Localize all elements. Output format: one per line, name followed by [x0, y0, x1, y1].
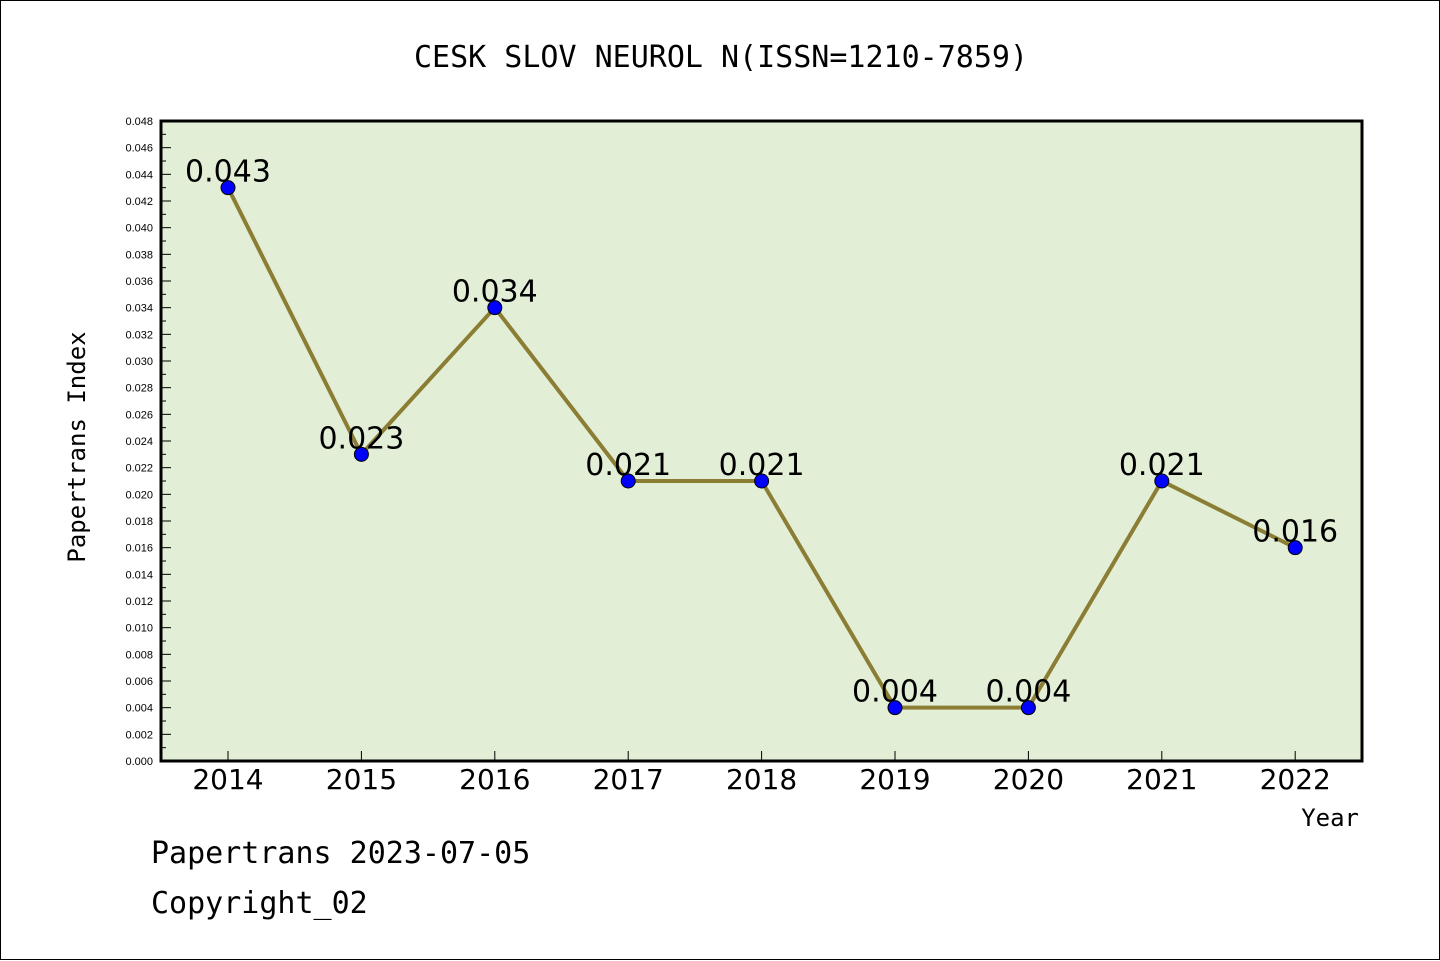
- y-tick-label: 0.024: [125, 436, 153, 448]
- data-point: [620, 473, 636, 489]
- footer-date: Papertrans 2023-07-05: [151, 836, 531, 871]
- data-point: [754, 473, 770, 489]
- x-tick-label: 2018: [726, 763, 797, 796]
- data-label: 0.004: [852, 675, 938, 710]
- data-point: [487, 300, 503, 316]
- x-tick-label: 2017: [593, 763, 664, 796]
- x-tick-label: 2016: [459, 763, 530, 796]
- x-tick-label: 2020: [993, 763, 1064, 796]
- y-tick-label: 0.000: [125, 756, 153, 768]
- y-tick-label: 0.040: [125, 223, 153, 235]
- x-tick-label: 2019: [859, 763, 930, 796]
- chart-title: CESK SLOV NEUROL N(ISSN=1210-7859): [414, 40, 1028, 75]
- data-label-group: 0.043 0.023 0.034 0.021 0.021 0.004 0.004 0.021…: [185, 155, 1338, 710]
- data-label: 0.016: [1252, 515, 1338, 550]
- y-tick-label: 0.008: [125, 649, 153, 661]
- y-tick-label: 0.044: [125, 169, 153, 181]
- data-point: [887, 700, 903, 716]
- plot-area: [161, 121, 1362, 761]
- y-axis: 0.000 0.002 0.004 0.006 0.008 0.010 0.012 0.014…: [125, 116, 171, 768]
- data-point: [220, 180, 236, 196]
- y-axis-label: Papertrans Index: [63, 331, 91, 562]
- data-point: [1287, 540, 1303, 556]
- y-tick-label: 0.004: [125, 703, 153, 715]
- y-tick-label: 0.012: [125, 596, 153, 608]
- data-point: [353, 446, 369, 462]
- y-tick-label: 0.032: [125, 329, 153, 341]
- y-tick-label: 0.028: [125, 383, 153, 395]
- y-tick-label: 0.010: [125, 623, 153, 635]
- data-label: 0.021: [719, 448, 805, 483]
- footer-copyright: Copyright_02: [151, 886, 368, 921]
- y-tick-label: 0.038: [125, 249, 153, 261]
- data-point: [1154, 473, 1170, 489]
- data-point: [1020, 700, 1036, 716]
- y-tick-label: 0.036: [125, 276, 153, 288]
- y-tick-label: 0.002: [125, 729, 153, 741]
- y-tick-label: 0.034: [125, 303, 153, 315]
- x-tick-label: 2014: [192, 763, 263, 796]
- y-tick-label: 0.018: [125, 516, 153, 528]
- data-label: 0.004: [985, 675, 1071, 710]
- data-label: 0.021: [585, 448, 671, 483]
- x-axis-label: Year: [1301, 804, 1359, 832]
- y-tick-label: 0.016: [125, 543, 153, 555]
- marker-group: [220, 180, 1303, 716]
- y-tick-label: 0.046: [125, 143, 153, 155]
- x-tick-label: 2015: [326, 763, 397, 796]
- x-tick-label: 2021: [1126, 763, 1197, 796]
- data-label: 0.034: [452, 275, 538, 310]
- y-tick-label: 0.006: [125, 676, 153, 688]
- data-label: 0.043: [185, 155, 271, 190]
- y-tick-label: 0.020: [125, 489, 153, 501]
- y-tick-label: 0.048: [125, 116, 153, 128]
- y-tick-label: 0.030: [125, 356, 153, 368]
- y-tick-label: 0.026: [125, 409, 153, 421]
- plot-border: [159, 119, 1364, 763]
- y-tick-label: 0.014: [125, 569, 153, 581]
- y-tick-label: 0.042: [125, 196, 153, 208]
- x-axis: 2014 2015 2016 2017 2018 2019 2020 2021 2022: [192, 751, 1331, 796]
- y-tick-label: 0.022: [125, 463, 153, 475]
- data-label: 0.021: [1119, 448, 1205, 483]
- x-tick-label: 2022: [1260, 763, 1331, 796]
- data-label: 0.023: [318, 421, 404, 456]
